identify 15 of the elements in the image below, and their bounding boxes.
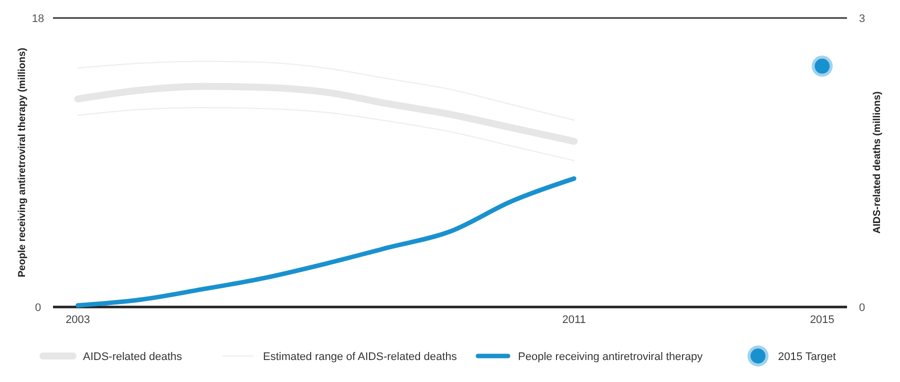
legend-label: AIDS-related deaths [83,350,183,363]
y-tick-label: 18 [32,12,44,25]
x-tick-label: 2015 [810,314,834,326]
y2-axis-title: AIDS-related deaths (millions) [872,91,883,234]
legend-label: 2015 Target [778,350,836,363]
y2-tick-label: 3 [858,12,866,25]
line-series [77,60,575,121]
line-series [77,106,575,162]
y-axis-title: People receiving antiretroviral therapy (millions) [17,48,28,278]
x-tick-label: 2011 [562,314,586,326]
x-tick-label: 2003 [66,314,90,326]
legend-label: Estimated range of AIDS-related deaths [263,350,458,363]
legend-label: People receiving antiretroviral therapy [518,350,704,363]
line-series [76,176,576,308]
y2-tick-label: 0 [858,302,866,314]
